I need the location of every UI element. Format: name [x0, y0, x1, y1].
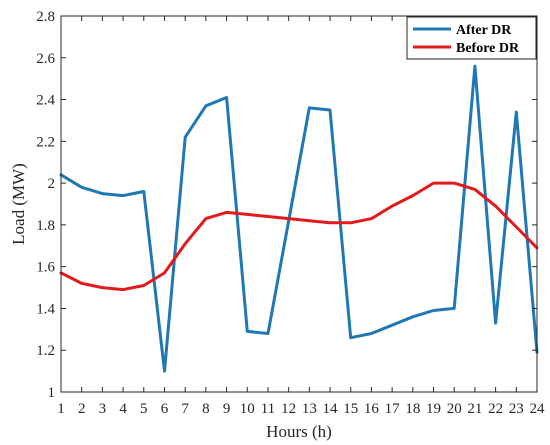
x-tick-label: 3: [99, 401, 107, 417]
x-tick-label: 13: [302, 401, 317, 417]
plot-area-frame: [60, 15, 538, 393]
x-tick-label: 9: [223, 401, 231, 417]
x-tick-label: 19: [426, 401, 441, 417]
legend-label: Before DR: [456, 41, 520, 56]
y-tick-label: 2.8: [36, 9, 55, 25]
x-tick-label: 1: [57, 401, 65, 417]
x-tick-label: 16: [364, 401, 380, 417]
legend-box: [406, 16, 537, 60]
x-tick-label: 5: [140, 401, 148, 417]
x-tick-label: 17: [385, 401, 401, 417]
y-tick-label: 2: [48, 176, 56, 192]
x-axis-label: Hours (h): [266, 422, 332, 441]
y-tick-label: 1: [48, 385, 56, 401]
series-line-before-dr: [59, 181, 539, 292]
y-tick-label: 1.8: [36, 218, 55, 234]
x-tick-label: 7: [181, 401, 189, 417]
x-tick-label: 18: [405, 401, 420, 417]
x-tick-label: 23: [509, 401, 524, 417]
y-tick-label: 1.2: [36, 343, 55, 359]
y-tick-label: 1.6: [36, 260, 55, 276]
x-tick-label: 11: [261, 401, 275, 417]
x-tick-label: 8: [202, 401, 210, 417]
x-tick-label: 4: [119, 401, 127, 417]
x-tick-label: 22: [488, 401, 503, 417]
legend-label: After DR: [456, 23, 512, 38]
x-tick-label: 21: [467, 401, 482, 417]
x-tick-label: 15: [343, 401, 358, 417]
legend: After DR Before DR: [406, 16, 537, 60]
y-tick-label: 2.4: [36, 93, 55, 109]
x-tick-label: 20: [447, 401, 462, 417]
x-tick-label: 2: [78, 401, 86, 417]
x-tick-label: 6: [161, 401, 169, 417]
y-tick-label: 2.2: [36, 134, 55, 150]
x-tick-label: 24: [530, 401, 546, 417]
x-tick-label: 14: [323, 401, 339, 417]
x-tick-label: 10: [240, 401, 255, 417]
y-tick-label: 2.6: [36, 51, 55, 67]
y-axis-label: Load (MW): [9, 163, 28, 245]
x-tick-label: 12: [281, 401, 296, 417]
y-tick-label: 1.4: [36, 301, 55, 317]
series-line-after-dr: [59, 64, 539, 373]
